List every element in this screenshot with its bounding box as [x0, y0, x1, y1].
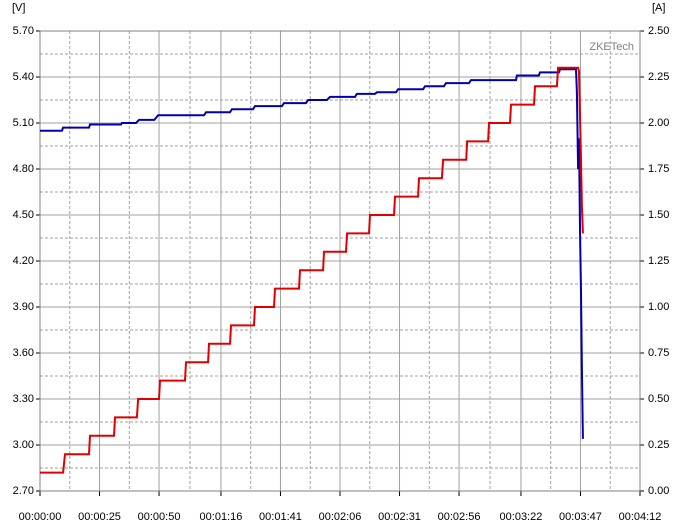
y2-tick-label: 0.25: [648, 439, 669, 451]
watermark: ZKETech: [589, 41, 634, 53]
y-tick-label: 3.90: [13, 301, 34, 313]
y-tick-label: 5.10: [13, 117, 34, 129]
x-tick-label: 00:02:06: [319, 511, 362, 523]
y2-unit: [A]: [652, 2, 665, 14]
x-tick-label: 00:04:12: [619, 511, 662, 523]
x-tick-label: 00:03:22: [500, 511, 543, 523]
y2-tick-label: 0.50: [648, 393, 669, 405]
x-tick-label: 00:02:31: [378, 511, 421, 523]
y-tick-label: 3.30: [13, 393, 34, 405]
x-tick-label: 00:00:50: [138, 511, 181, 523]
y-unit: [V]: [12, 2, 25, 14]
x-tick-label: 00:03:47: [559, 511, 602, 523]
y-tick-label: 4.20: [13, 255, 34, 267]
x-tick-label: 00:01:16: [200, 511, 243, 523]
x-tick-label: 00:01:41: [259, 511, 302, 523]
y2-tick-label: 0.75: [648, 347, 669, 359]
plot-frame: [39, 30, 641, 492]
y-tick-label: 4.80: [13, 163, 34, 175]
x-tick-label: 00:00:25: [78, 511, 121, 523]
y-tick-label: 3.00: [13, 439, 34, 451]
y2-tick-label: 2.50: [648, 25, 669, 37]
y2-tick-label: 2.00: [648, 117, 669, 129]
series-line: [40, 68, 584, 439]
x-tick-label: 00:00:00: [19, 511, 62, 523]
y2-tick-label: 1.50: [648, 209, 669, 221]
y-tick-label: 3.60: [13, 347, 34, 359]
y2-tick-label: 2.25: [648, 71, 669, 83]
series-line: [40, 66, 584, 474]
y-tick-label: 2.70: [13, 485, 34, 497]
y2-tick-label: 0.00: [648, 485, 669, 497]
y2-tick-label: 1.00: [648, 301, 669, 313]
y2-tick-label: 1.25: [648, 255, 669, 267]
y-tick-label: 5.40: [13, 71, 34, 83]
y-tick-label: 4.50: [13, 209, 34, 221]
x-tick-label: 00:02:56: [438, 511, 481, 523]
y-tick-label: 5.70: [13, 25, 34, 37]
y2-tick-label: 1.75: [648, 163, 669, 175]
